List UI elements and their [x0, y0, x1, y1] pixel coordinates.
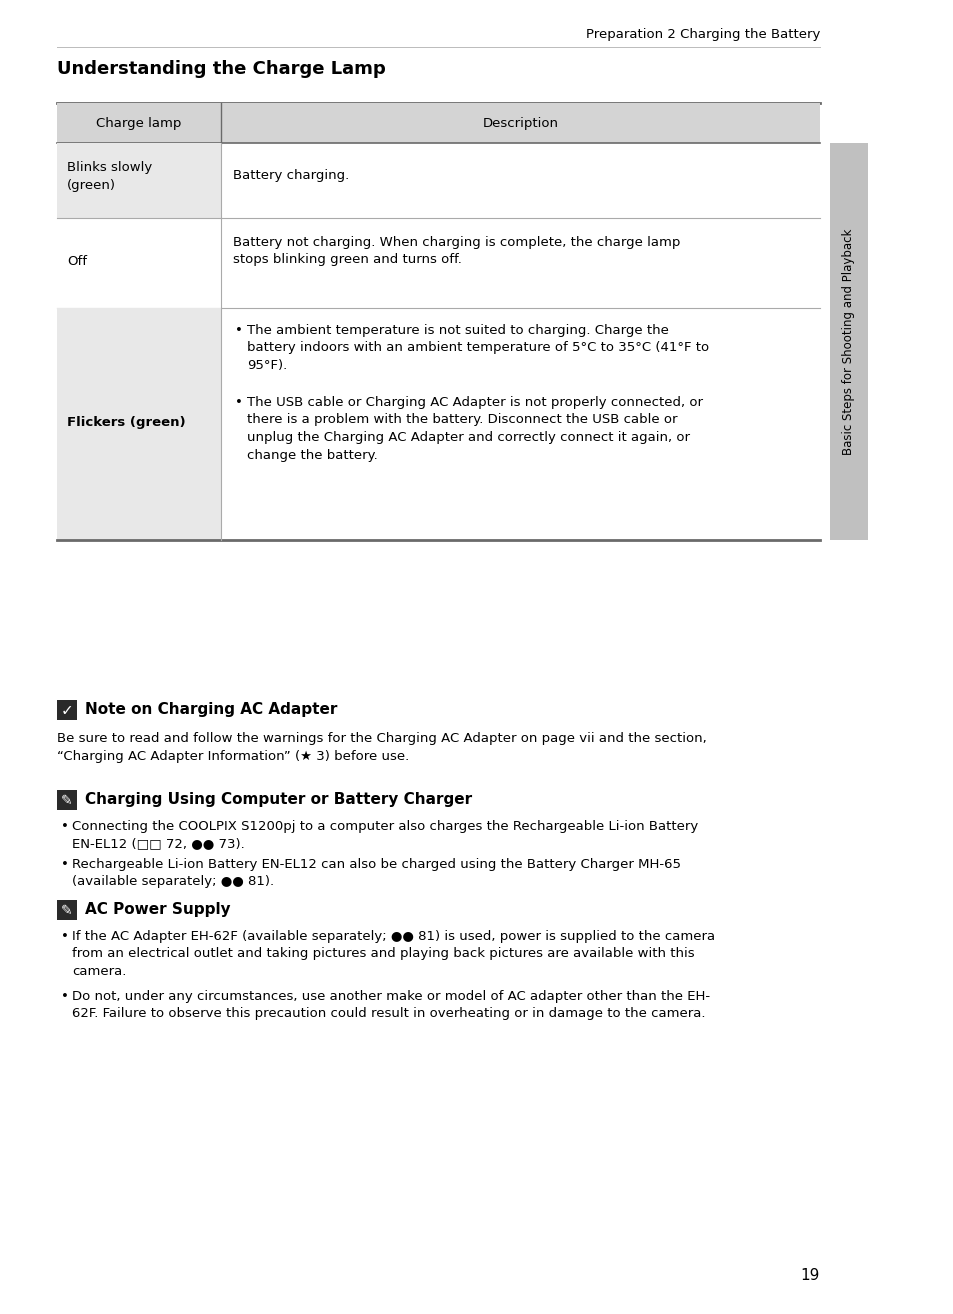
Text: If the AC Adapter EH-62F (available separately; ●● 81) is used, power is supplie: If the AC Adapter EH-62F (available sepa… — [71, 930, 715, 978]
Text: •: • — [61, 930, 69, 943]
Text: Description: Description — [482, 117, 558, 130]
Text: Understanding the Charge Lamp: Understanding the Charge Lamp — [57, 60, 385, 78]
Bar — [57, 900, 77, 920]
Text: Battery charging.: Battery charging. — [233, 170, 349, 183]
Text: Flickers (green): Flickers (green) — [67, 417, 186, 428]
Bar — [57, 790, 77, 809]
Text: •: • — [61, 858, 69, 871]
Text: Note on Charging AC Adapter: Note on Charging AC Adapter — [85, 702, 337, 717]
Text: Be sure to read and follow the warnings for the Charging AC Adapter on page vii : Be sure to read and follow the warnings … — [57, 732, 706, 745]
Bar — [57, 307, 221, 540]
Text: ✓: ✓ — [61, 703, 73, 719]
Text: The USB cable or Charging AC Adapter is not properly connected, or
there is a pr: The USB cable or Charging AC Adapter is … — [247, 396, 702, 461]
Text: Blinks slowly: Blinks slowly — [67, 162, 152, 173]
Text: (green): (green) — [67, 179, 116, 192]
Text: 19: 19 — [800, 1268, 820, 1282]
Text: ✎: ✎ — [61, 794, 72, 808]
Bar — [57, 143, 221, 218]
Text: “Charging AC Adapter Information” (★ 3) before use.: “Charging AC Adapter Information” (★ 3) … — [57, 750, 409, 763]
Bar — [57, 700, 77, 720]
Text: Off: Off — [67, 255, 87, 268]
Text: •: • — [61, 989, 69, 1003]
Text: Charge lamp: Charge lamp — [96, 117, 181, 130]
Bar — [57, 102, 820, 143]
Text: Battery not charging. When charging is complete, the charge lamp
stops blinking : Battery not charging. When charging is c… — [233, 237, 679, 267]
Text: The ambient temperature is not suited to charging. Charge the
battery indoors wi: The ambient temperature is not suited to… — [247, 325, 708, 372]
Text: •: • — [234, 325, 243, 336]
Text: Charging Using Computer or Battery Charger: Charging Using Computer or Battery Charg… — [85, 792, 472, 807]
Bar — [829, 143, 867, 540]
Text: Rechargeable Li-ion Battery EN-EL12 can also be charged using the Battery Charge: Rechargeable Li-ion Battery EN-EL12 can … — [71, 858, 680, 888]
Text: Connecting the COOLPIX S1200pj to a computer also charges the Rechargeable Li-io: Connecting the COOLPIX S1200pj to a comp… — [71, 820, 698, 850]
Text: ✎: ✎ — [61, 904, 72, 918]
Text: Basic Steps for Shooting and Playback: Basic Steps for Shooting and Playback — [841, 229, 855, 455]
Text: Preparation 2 Charging the Battery: Preparation 2 Charging the Battery — [585, 28, 820, 41]
Text: •: • — [61, 820, 69, 833]
Text: Do not, under any circumstances, use another make or model of AC adapter other t: Do not, under any circumstances, use ano… — [71, 989, 709, 1021]
Text: AC Power Supply: AC Power Supply — [85, 901, 231, 917]
Text: •: • — [234, 396, 243, 409]
